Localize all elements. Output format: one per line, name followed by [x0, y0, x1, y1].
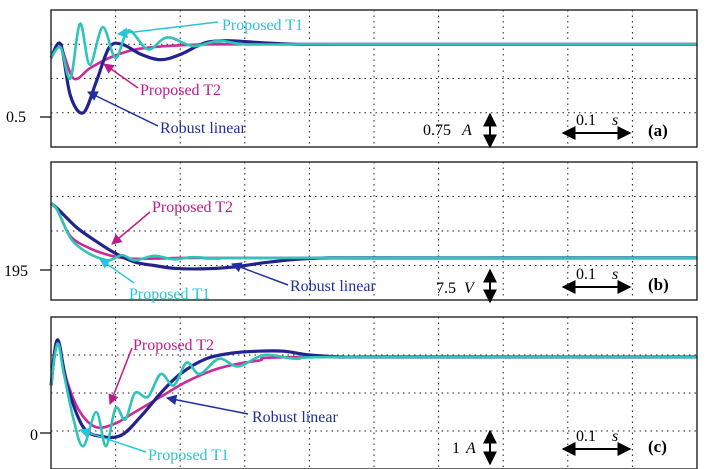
panel-b-time-unit: s: [612, 266, 618, 283]
panel-b-grid: [51, 162, 697, 300]
panel-c-series: [49, 338, 698, 448]
panel-a-scale-value: 0.75: [423, 122, 451, 139]
panel-b-y-marker-label: 195: [4, 263, 28, 280]
panel-c-arrow-robust-linear: [165, 394, 249, 415]
panel-c-label-proposed-t1: Proposed T1: [148, 447, 229, 464]
panel-c-arrow-proposed-t1: [79, 428, 147, 453]
panel-c-label-proposed-t2: Proposed T2: [133, 337, 214, 354]
panel-c-scale-value: 1: [452, 440, 460, 457]
panel-a-label-robust-linear: Robust linear: [160, 120, 246, 137]
panel-c-scale-unit: A: [465, 440, 476, 457]
panel-a: 0.5 Proposed T1 Proposed T2 Robust linea…: [6, 9, 698, 149]
panel-a-arrow-proposed-t1: [116, 21, 219, 39]
panel-b-label-robust-linear: Robust linear: [290, 278, 376, 295]
panel-c-arrow-proposed-t2: [108, 347, 133, 405]
panel-a-scale-unit: A: [461, 122, 472, 139]
panel-a-arrow-robust-linear: [87, 91, 159, 127]
panel-c-time-unit: s: [612, 428, 618, 445]
panel-a-series: [49, 22, 697, 115]
panel-b-frame: [50, 161, 698, 301]
panel-b-arrow-proposed-t2: [111, 211, 151, 245]
panel-c-series-proposed-t1: [49, 342, 698, 448]
panel-c-panel-label: (c): [648, 437, 667, 456]
panel-a-time-unit: s: [612, 112, 618, 129]
panel-a-label-proposed-t1: Proposed T1: [222, 17, 303, 34]
panel-a-series-proposed-t1: [49, 22, 697, 80]
panel-b-arrow-robust-linear: [231, 262, 289, 286]
panel-b-arrow-proposed-t1: [99, 258, 135, 284]
panel-b-time-value: 0.1: [576, 266, 596, 283]
panel-b-series-proposed-t1: [50, 202, 698, 262]
panel-b-series: [49, 202, 698, 271]
panel-a-arrow-proposed-t2: [103, 63, 139, 89]
panel-a-grid: [51, 10, 697, 147]
panel-a-panel-label: (a): [648, 121, 668, 140]
panel-b-label-proposed-t2: Proposed T2: [152, 199, 233, 216]
panel-b-label-proposed-t1: Proposed T1: [129, 286, 210, 303]
panel-b-scale-unit: V: [464, 280, 476, 297]
panel-a-label-proposed-t2: Proposed T2: [140, 82, 221, 99]
panel-b-panel-label: (b): [648, 275, 669, 294]
panel-a-y-marker-label: 0.5: [6, 109, 26, 126]
panel-c-frame: [50, 316, 698, 469]
panel-b-scale-value: 7.5: [436, 280, 456, 297]
panel-b: 195 Proposed T2 Proposed T1 Robust linea…: [4, 161, 698, 304]
panel-c: 0 Proposed T2 Robust linear Proposed T1 …: [30, 316, 698, 469]
panel-c-y-marker-label: 0: [30, 427, 38, 444]
panel-c-label-robust-linear: Robust linear: [252, 409, 338, 426]
panel-c-time-value: 0.1: [576, 428, 596, 445]
panel-a-time-value: 0.1: [576, 112, 596, 129]
panel-a-frame: [50, 9, 698, 148]
